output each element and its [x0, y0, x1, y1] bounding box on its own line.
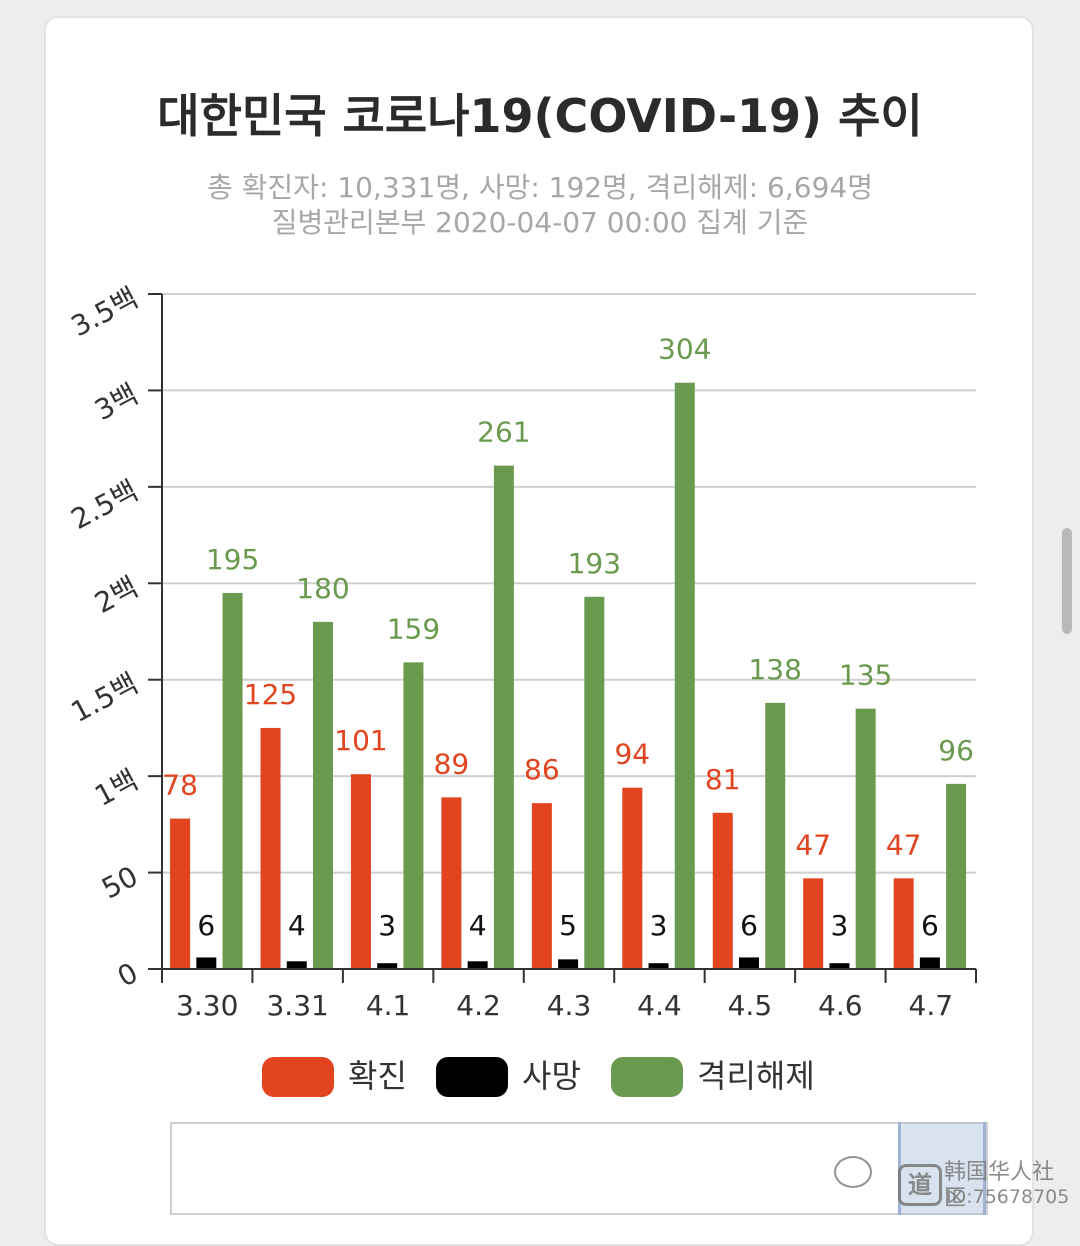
bar-deaths [829, 963, 850, 969]
legend-swatch-released [611, 1057, 683, 1097]
x-tick-label: 4.6 [818, 989, 863, 1022]
bar-deaths [558, 959, 579, 969]
bar-confirmed [712, 812, 733, 969]
chart-title: 대한민국 코로나19(COVID-19) 추이 [157, 89, 923, 143]
data-label-released: 180 [296, 572, 349, 605]
data-label-released: 261 [477, 416, 530, 449]
data-label-confirmed: 94 [614, 738, 650, 771]
navigator-selected-range[interactable] [898, 1122, 986, 1215]
bar-chart: 78 6 195 125 4 180 101 3 159 89 4 261 86 5 193 94 3 304 81… [66, 281, 987, 1213]
data-label-confirmed: 101 [334, 724, 387, 757]
bar-deaths [377, 963, 398, 969]
chart-card [44, 16, 1034, 1246]
bar-released [674, 382, 695, 969]
data-label-confirmed: 47 [795, 828, 831, 861]
watermark-brand: 韩国华人社区 [944, 1160, 1055, 1211]
data-label-deaths: 6 [740, 909, 758, 942]
legend-label-confirmed: 확진 [348, 1057, 407, 1095]
data-label-confirmed: 89 [434, 747, 470, 780]
bar-released [584, 596, 605, 969]
watermark-logo: 道 [898, 1164, 942, 1206]
chart-subtitle-source: 질병관리본부 2020-04-07 00:00 집계 기준 [271, 206, 809, 239]
y-tick-label: 1백 [89, 763, 143, 813]
watermark-id: ID:75678705 [946, 1186, 1070, 1208]
data-label-deaths: 6 [921, 909, 939, 942]
x-tick-label: 4.7 [909, 989, 954, 1022]
x-tick-label: 4.3 [547, 989, 592, 1022]
bar-confirmed [350, 774, 371, 969]
bar-deaths [467, 961, 488, 969]
bar-deaths [196, 957, 217, 969]
data-label-deaths: 3 [378, 909, 396, 942]
chart-subtitle-totals: 총 확진자: 10,331명, 사망: 192명, 격리해제: 6,694명 [207, 171, 873, 204]
x-tick-label: 4.2 [456, 989, 501, 1022]
data-label-released: 138 [748, 653, 801, 686]
data-label-released: 159 [387, 612, 440, 645]
watermark: 道 韩国华人社区 ID:75678705 [834, 1150, 1074, 1211]
x-tick-label: 3.30 [176, 989, 238, 1022]
legend-label-released: 격리해제 [697, 1057, 815, 1095]
bar-confirmed [441, 797, 462, 969]
x-tick-label: 4.5 [728, 989, 773, 1022]
data-label-released: 96 [938, 734, 974, 767]
y-tick-label: 0 [112, 956, 143, 994]
data-label-released: 135 [839, 659, 892, 692]
y-tick-label: 3.5백 [66, 281, 144, 343]
bar-confirmed [893, 878, 914, 969]
x-tick-label: 4.1 [366, 989, 411, 1022]
data-label-released: 304 [658, 333, 711, 366]
bar-released [765, 702, 786, 969]
legend: 확진 사망 격리해제 [262, 1057, 815, 1097]
data-label-released: 193 [568, 547, 621, 580]
y-tick-label: 3백 [89, 377, 143, 427]
x-tick-label: 4.4 [637, 989, 682, 1022]
legend-swatch-confirmed [262, 1057, 334, 1097]
bar-confirmed [622, 787, 643, 969]
bar-deaths [648, 963, 669, 969]
bar-confirmed [531, 803, 552, 969]
bar-released [403, 662, 424, 969]
bar-released [855, 708, 876, 969]
data-label-deaths: 4 [469, 909, 487, 942]
data-labels: 78 6 195 125 4 180 101 3 159 89 4 261 86 5 193 94 3 304 81… [162, 333, 974, 942]
data-label-deaths: 4 [288, 909, 306, 942]
bar-confirmed [803, 878, 824, 969]
bar-deaths [738, 957, 759, 969]
legend-label-deaths: 사망 [522, 1057, 581, 1095]
data-label-deaths: 3 [650, 909, 668, 942]
data-label-confirmed: 125 [244, 678, 297, 711]
y-tick-label: 1.5백 [66, 667, 144, 729]
bar-released [312, 621, 333, 969]
data-label-deaths: 5 [559, 909, 577, 942]
bar-released [222, 592, 243, 969]
data-label-deaths: 3 [831, 909, 849, 942]
data-label-confirmed: 81 [705, 763, 741, 796]
y-tick-label: 2.5백 [66, 474, 144, 536]
bars [170, 382, 967, 969]
bar-deaths [286, 961, 307, 969]
bar-confirmed [170, 818, 191, 969]
legend-swatch-deaths [436, 1057, 508, 1097]
bar-deaths [919, 957, 940, 969]
x-tick-label: 3.31 [266, 989, 328, 1022]
data-label-deaths: 6 [197, 909, 215, 942]
data-label-confirmed: 78 [162, 769, 198, 802]
grid-lines [162, 293, 976, 874]
bar-released [946, 783, 967, 969]
data-label-confirmed: 47 [886, 828, 922, 861]
y-tick-label: 50 [96, 860, 143, 906]
data-label-released: 195 [206, 543, 259, 576]
bar-released [493, 465, 514, 969]
bar-confirmed [260, 727, 281, 969]
wechat-icon [834, 1156, 872, 1188]
page-scrollbar[interactable] [1062, 528, 1072, 634]
data-label-confirmed: 86 [524, 753, 560, 786]
y-tick-label: 2백 [89, 570, 143, 620]
